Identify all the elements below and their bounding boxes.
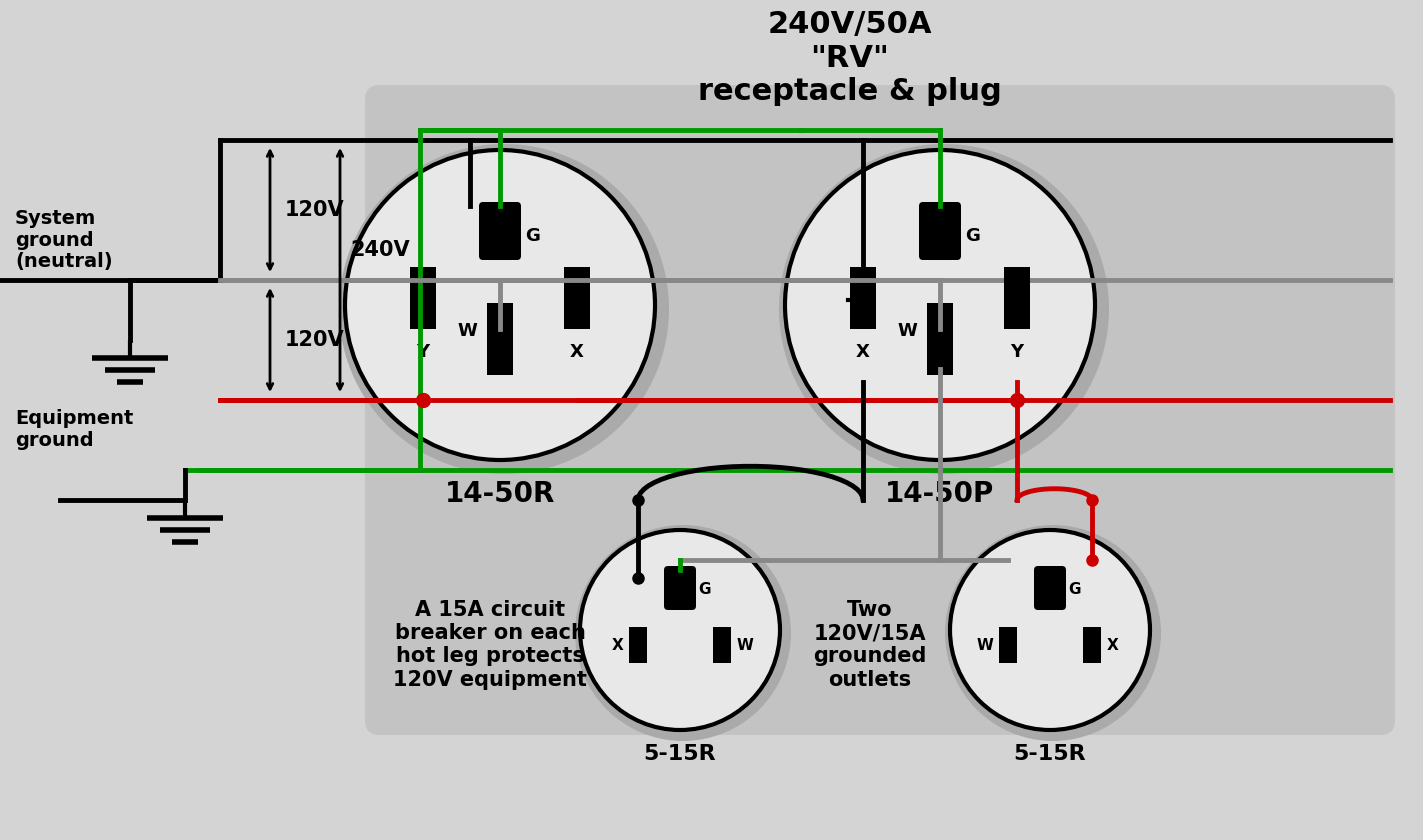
Circle shape: [339, 144, 669, 474]
Text: X: X: [571, 343, 583, 361]
Text: 14-50P: 14-50P: [885, 480, 995, 508]
Text: G: G: [699, 582, 710, 597]
Text: 240V/50A
"RV"
receptacle & plug: 240V/50A "RV" receptacle & plug: [699, 10, 1002, 106]
Circle shape: [581, 530, 780, 730]
FancyBboxPatch shape: [665, 566, 696, 610]
Text: G: G: [525, 227, 539, 245]
Text: G: G: [1069, 582, 1080, 597]
Text: X: X: [857, 343, 869, 361]
Text: W: W: [457, 322, 477, 340]
Circle shape: [778, 144, 1109, 474]
Circle shape: [785, 150, 1096, 460]
FancyBboxPatch shape: [1035, 566, 1066, 610]
Text: Equipment
ground: Equipment ground: [16, 409, 134, 450]
FancyBboxPatch shape: [919, 202, 961, 260]
Text: 5-15R: 5-15R: [643, 744, 716, 764]
Circle shape: [575, 525, 791, 741]
Bar: [487, 303, 514, 375]
Text: 240V: 240V: [350, 240, 410, 260]
Text: A 15A circuit
breaker on each
hot leg protects
120V equipment: A 15A circuit breaker on each hot leg pr…: [393, 600, 586, 690]
Bar: [1083, 627, 1101, 663]
Text: G: G: [965, 227, 980, 245]
Text: 5-15R: 5-15R: [1013, 744, 1086, 764]
Text: System
ground
(neutral): System ground (neutral): [16, 208, 112, 271]
Text: 120V: 120V: [285, 200, 344, 220]
Bar: [629, 627, 647, 663]
Circle shape: [945, 525, 1161, 741]
FancyBboxPatch shape: [480, 202, 521, 260]
Text: W: W: [896, 322, 916, 340]
Text: W: W: [976, 638, 993, 653]
Text: Y: Y: [1010, 343, 1023, 361]
Bar: [564, 267, 591, 329]
Bar: [999, 627, 1017, 663]
Text: 120V: 120V: [285, 330, 344, 350]
Text: Y: Y: [417, 343, 430, 361]
Circle shape: [344, 150, 655, 460]
Bar: [410, 267, 435, 329]
FancyBboxPatch shape: [366, 85, 1395, 735]
Bar: [1005, 267, 1030, 329]
Text: X: X: [612, 638, 623, 653]
Bar: [926, 303, 953, 375]
Text: X: X: [1107, 638, 1118, 653]
Bar: [850, 267, 877, 329]
Circle shape: [951, 530, 1150, 730]
Text: Two
120V/15A
grounded
outlets: Two 120V/15A grounded outlets: [814, 600, 926, 690]
Text: 14-50R: 14-50R: [445, 480, 555, 508]
Text: W: W: [737, 638, 754, 653]
Bar: [713, 627, 731, 663]
